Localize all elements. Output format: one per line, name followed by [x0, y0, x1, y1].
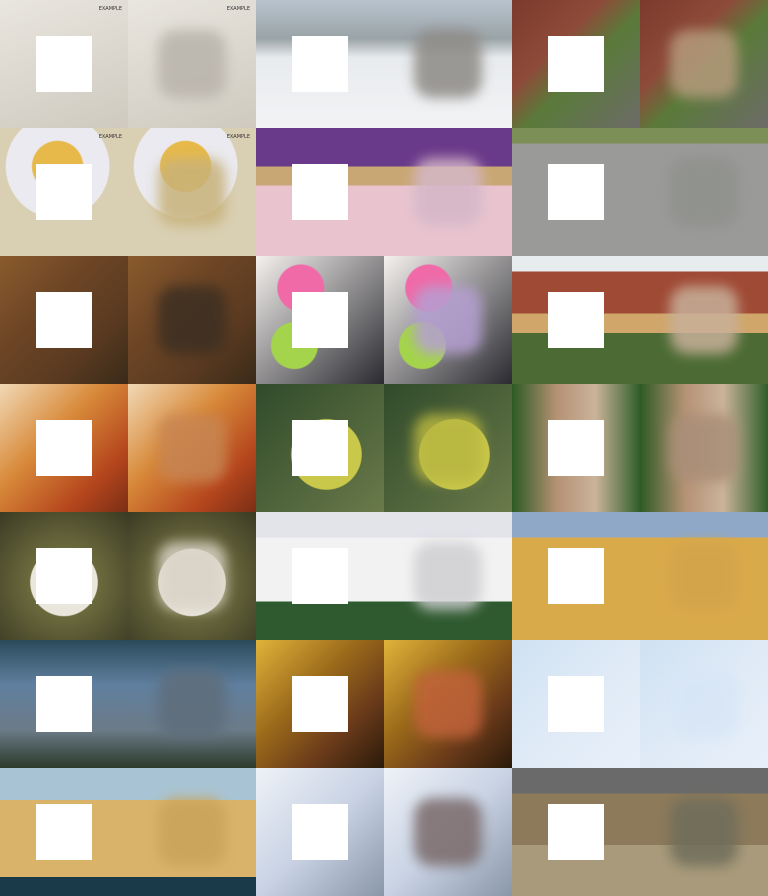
mask-square: [292, 676, 348, 732]
inpainted-region: [158, 542, 226, 610]
masked-input-image: [512, 128, 640, 256]
mask-square: [548, 292, 604, 348]
inpainted-output-image: [128, 384, 256, 512]
mask-square: [36, 164, 92, 220]
masked-input-image: [256, 0, 384, 128]
inpainted-region: [158, 414, 226, 482]
inpainted-region: [158, 30, 226, 98]
inpainted-region: [158, 670, 226, 738]
masked-input-image: [0, 384, 128, 512]
inpainted-output-image: EXAMPLE: [128, 128, 256, 256]
inpainted-output-image: [384, 384, 512, 512]
masked-input-image: [256, 128, 384, 256]
inpainted-output-image: [384, 512, 512, 640]
mask-square: [548, 548, 604, 604]
masked-input-image: [256, 384, 384, 512]
inpainted-region: [414, 670, 482, 738]
mask-square: [548, 676, 604, 732]
inpainted-region: [414, 542, 482, 610]
inpainted-region: [670, 286, 738, 354]
mask-square: [36, 420, 92, 476]
watermark-text: EXAMPLE: [226, 6, 250, 12]
inpainted-region: [158, 158, 226, 226]
mask-square: [36, 804, 92, 860]
inpainted-region: [670, 30, 738, 98]
mask-square: [548, 164, 604, 220]
inpainted-output-image: [384, 640, 512, 768]
inpainted-output-image: [128, 768, 256, 896]
mask-square: [36, 548, 92, 604]
inpainted-output-image: [640, 384, 768, 512]
mask-square: [292, 804, 348, 860]
inpainted-output-image: [640, 128, 768, 256]
masked-input-image: [512, 256, 640, 384]
inpainted-output-image: [384, 128, 512, 256]
mask-square: [548, 36, 604, 92]
masked-input-image: [512, 640, 640, 768]
masked-input-image: [256, 640, 384, 768]
masked-input-image: [512, 384, 640, 512]
mask-square: [36, 676, 92, 732]
inpainted-region: [414, 30, 482, 98]
inpainted-region: [670, 670, 738, 738]
mask-square: [292, 548, 348, 604]
inpainted-region: [414, 798, 482, 866]
inpainted-output-image: [128, 640, 256, 768]
inpainted-region: [414, 286, 482, 354]
inpainted-output-image: [128, 512, 256, 640]
inpainted-region: [670, 158, 738, 226]
masked-input-image: [256, 768, 384, 896]
inpainted-region: [670, 798, 738, 866]
inpainted-output-image: [640, 640, 768, 768]
masked-input-image: [512, 0, 640, 128]
inpainted-output-image: [640, 512, 768, 640]
masked-input-image: [256, 512, 384, 640]
watermark-text: EXAMPLE: [226, 134, 250, 140]
masked-input-image: [0, 256, 128, 384]
masked-input-image: [0, 768, 128, 896]
masked-input-image: [512, 512, 640, 640]
mask-square: [548, 804, 604, 860]
mask-square: [292, 164, 348, 220]
mask-square: [292, 292, 348, 348]
inpainted-output-image: [384, 768, 512, 896]
mask-square: [292, 36, 348, 92]
inpainted-output-image: [384, 256, 512, 384]
inpainted-region: [670, 414, 738, 482]
mask-square: [292, 420, 348, 476]
inpainted-output-image: [640, 256, 768, 384]
inpainted-region: [670, 542, 738, 610]
inpainted-region: [414, 414, 482, 482]
masked-input-image: EXAMPLE: [0, 128, 128, 256]
inpainted-output-image: [128, 256, 256, 384]
watermark-text: EXAMPLE: [98, 134, 122, 140]
mask-square: [36, 292, 92, 348]
inpainted-output-image: [640, 0, 768, 128]
inpainted-output-image: [640, 768, 768, 896]
masked-input-image: [0, 512, 128, 640]
masked-input-image: [256, 256, 384, 384]
masked-input-image: [512, 768, 640, 896]
inpainted-output-image: EXAMPLE: [128, 0, 256, 128]
masked-input-image: EXAMPLE: [0, 0, 128, 128]
mask-square: [548, 420, 604, 476]
masked-input-image: [0, 640, 128, 768]
watermark-text: EXAMPLE: [98, 6, 122, 12]
inpainted-region: [158, 286, 226, 354]
inpainted-region: [414, 158, 482, 226]
mask-square: [36, 36, 92, 92]
inpainted-output-image: [384, 0, 512, 128]
inpainted-region: [158, 798, 226, 866]
